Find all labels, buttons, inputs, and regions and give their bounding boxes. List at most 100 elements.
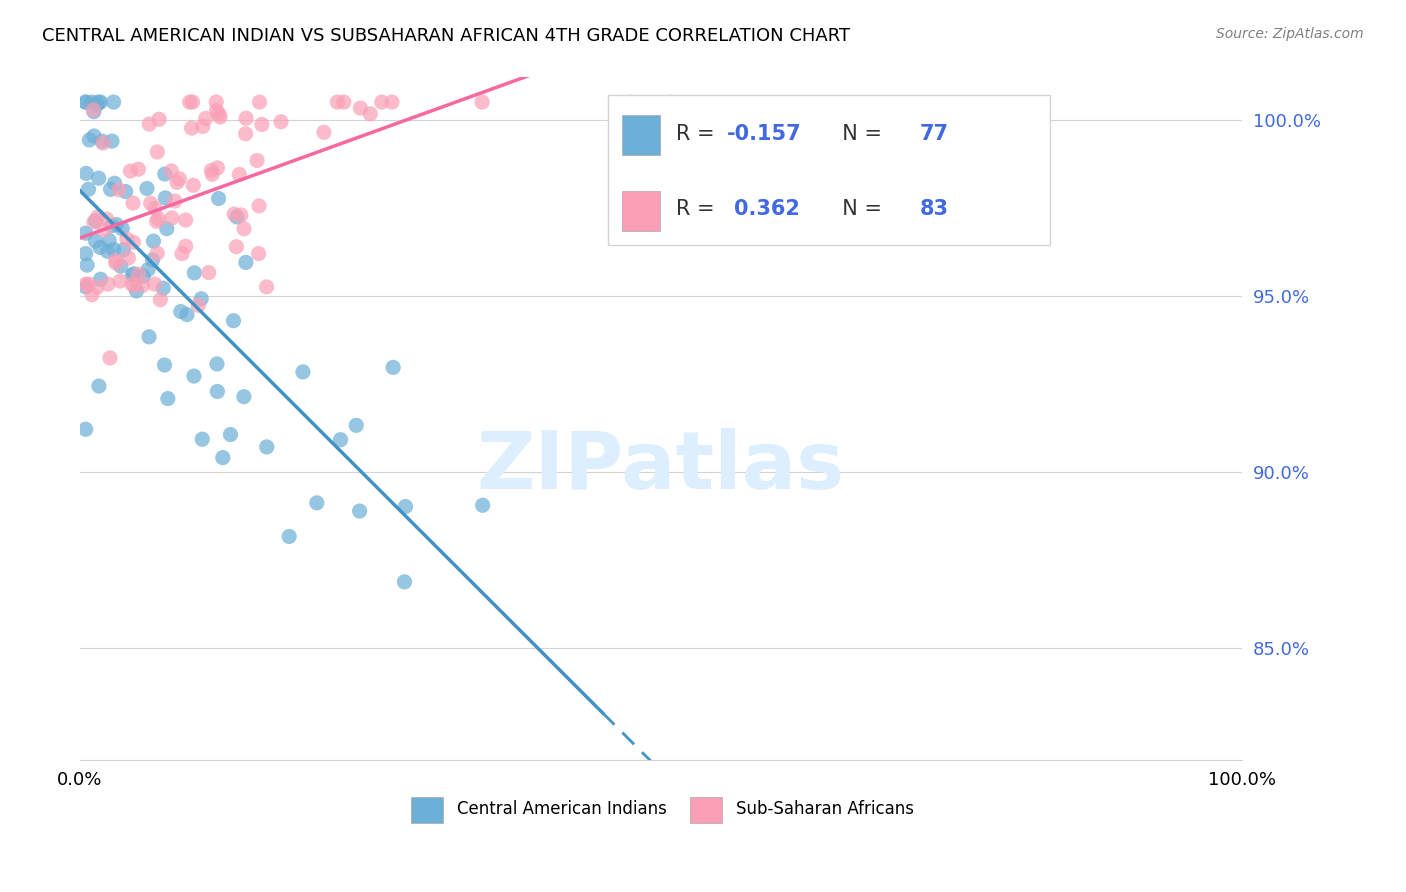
Text: R =: R = — [676, 124, 721, 145]
Point — [235, 112, 257, 126]
Point — [108, 274, 131, 288]
Point — [312, 125, 335, 139]
Point — [80, 287, 103, 301]
Point — [181, 95, 204, 109]
Point — [235, 255, 257, 269]
Text: ZIPatlas: ZIPatlas — [477, 427, 845, 506]
Point — [138, 117, 160, 131]
Point — [127, 268, 149, 282]
Point — [200, 163, 222, 178]
Point — [103, 176, 125, 190]
Point — [121, 277, 143, 292]
Point — [105, 218, 128, 232]
Text: 0.362: 0.362 — [734, 199, 800, 219]
Point — [91, 136, 114, 150]
Point — [256, 440, 278, 454]
Text: Sub-Saharan Africans: Sub-Saharan Africans — [737, 800, 914, 819]
Point — [143, 202, 166, 216]
Point — [349, 101, 371, 115]
Point — [156, 221, 179, 235]
Point — [98, 351, 121, 365]
Point — [183, 369, 205, 384]
FancyBboxPatch shape — [623, 192, 659, 231]
Point — [75, 277, 97, 292]
Point — [98, 234, 121, 248]
Text: N =: N = — [830, 199, 889, 219]
Point — [207, 161, 229, 175]
Text: 83: 83 — [920, 199, 949, 219]
Point — [187, 298, 209, 312]
Point — [104, 253, 127, 268]
Point — [122, 267, 145, 281]
Point — [86, 280, 108, 294]
Point — [100, 182, 122, 196]
Point — [117, 251, 139, 265]
Point — [84, 213, 107, 227]
Point — [249, 95, 271, 109]
Point — [349, 504, 371, 518]
Point — [75, 246, 97, 260]
Point — [382, 360, 405, 375]
Point — [205, 95, 228, 109]
Point — [183, 266, 205, 280]
Point — [394, 574, 416, 589]
Point — [176, 308, 198, 322]
Point — [344, 418, 367, 433]
FancyBboxPatch shape — [623, 115, 659, 154]
Point — [205, 357, 228, 371]
Point — [207, 384, 229, 399]
Point — [246, 153, 269, 168]
Point — [111, 221, 134, 235]
Point — [278, 529, 301, 543]
Point — [122, 196, 145, 211]
Point — [89, 95, 111, 109]
Text: Source: ZipAtlas.com: Source: ZipAtlas.com — [1216, 27, 1364, 41]
Point — [114, 185, 136, 199]
Point — [142, 234, 165, 248]
Point — [191, 120, 214, 134]
Point — [226, 210, 249, 224]
FancyBboxPatch shape — [690, 797, 723, 823]
Point — [142, 252, 165, 267]
Point — [194, 112, 217, 126]
Text: CENTRAL AMERICAN INDIAN VS SUBSAHARAN AFRICAN 4TH GRADE CORRELATION CHART: CENTRAL AMERICAN INDIAN VS SUBSAHARAN AF… — [42, 27, 851, 45]
Point — [229, 208, 252, 222]
Point — [104, 256, 127, 270]
Point — [101, 219, 124, 233]
Point — [97, 277, 120, 291]
FancyBboxPatch shape — [411, 797, 443, 823]
Point — [247, 199, 270, 213]
Point — [381, 95, 404, 109]
Point — [155, 191, 177, 205]
Point — [148, 112, 170, 127]
Point — [201, 167, 224, 181]
Point — [228, 168, 250, 182]
Point — [160, 211, 183, 225]
Point — [190, 292, 212, 306]
Text: R =: R = — [676, 199, 728, 219]
Point — [122, 278, 145, 293]
Point — [83, 104, 105, 119]
Point — [256, 280, 278, 294]
Text: -0.157: -0.157 — [727, 124, 801, 145]
Point — [179, 95, 201, 109]
Point — [270, 114, 292, 128]
Point — [82, 103, 104, 117]
Point — [97, 244, 120, 259]
FancyBboxPatch shape — [609, 95, 1050, 244]
Point — [132, 269, 155, 284]
Point — [394, 500, 416, 514]
Point — [174, 213, 197, 227]
Point — [305, 496, 328, 510]
Point — [143, 277, 166, 291]
Point — [620, 95, 643, 109]
Point — [79, 133, 101, 147]
Point — [75, 166, 97, 180]
Point — [145, 214, 167, 228]
Point — [80, 95, 103, 109]
Point — [77, 182, 100, 196]
Point — [93, 223, 115, 237]
Point — [115, 232, 138, 246]
Point — [326, 95, 349, 109]
Point — [101, 134, 124, 148]
